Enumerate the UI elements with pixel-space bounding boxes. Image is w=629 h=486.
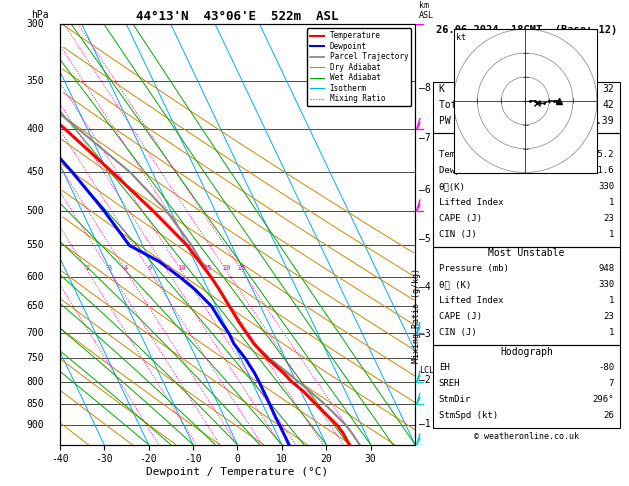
Text: kt: kt [457, 34, 466, 42]
Text: -80: -80 [598, 363, 614, 372]
Text: CIN (J): CIN (J) [439, 328, 476, 337]
Text: 4: 4 [124, 265, 128, 271]
Text: 800: 800 [26, 377, 44, 387]
Text: –2: –2 [419, 375, 430, 385]
Text: 25.2: 25.2 [593, 150, 614, 159]
Text: 42: 42 [603, 100, 614, 109]
Text: 23: 23 [603, 312, 614, 321]
Text: CAPE (J): CAPE (J) [439, 214, 482, 223]
Text: 296°: 296° [593, 395, 614, 404]
Text: StmSpd (kt): StmSpd (kt) [439, 411, 498, 419]
Text: 26.06.2024  18GMT  (Base: 12): 26.06.2024 18GMT (Base: 12) [436, 25, 617, 35]
Text: 850: 850 [26, 399, 44, 409]
Text: 11.6: 11.6 [593, 166, 614, 175]
Bar [433, 133, 620, 247]
Text: 23: 23 [603, 214, 614, 223]
Text: 2: 2 [86, 265, 89, 271]
Text: 948: 948 [598, 264, 614, 273]
Text: 300: 300 [26, 19, 44, 29]
Text: EH: EH [439, 363, 450, 372]
Text: 20: 20 [223, 265, 231, 271]
Text: Totals Totals: Totals Totals [439, 100, 515, 109]
Text: –1: –1 [419, 419, 430, 429]
Text: 500: 500 [26, 206, 44, 216]
Text: 650: 650 [26, 301, 44, 312]
Text: Hodograph: Hodograph [500, 347, 553, 357]
Text: CIN (J): CIN (J) [439, 230, 476, 239]
Text: 25: 25 [238, 265, 246, 271]
Text: StmDir: StmDir [439, 395, 471, 404]
Text: 550: 550 [26, 241, 44, 250]
Text: Lifted Index: Lifted Index [439, 296, 503, 305]
Text: θᴄ (K): θᴄ (K) [439, 280, 471, 289]
Text: km
ASL: km ASL [419, 0, 433, 20]
Text: –5: –5 [419, 234, 430, 244]
Text: 750: 750 [26, 353, 44, 364]
Text: Pressure (mb): Pressure (mb) [439, 264, 509, 273]
Text: 1: 1 [609, 198, 614, 207]
Text: –8: –8 [419, 83, 430, 93]
Text: 6: 6 [148, 265, 152, 271]
Text: K: K [439, 84, 445, 94]
Text: –4: –4 [419, 282, 430, 292]
Text: –7: –7 [419, 133, 430, 143]
Text: 330: 330 [598, 280, 614, 289]
Legend: Temperature, Dewpoint, Parcel Trajectory, Dry Adiabat, Wet Adiabat, Isotherm, Mi: Temperature, Dewpoint, Parcel Trajectory… [307, 28, 411, 106]
Bar [433, 82, 620, 133]
Bar [433, 247, 620, 346]
Text: –6: –6 [419, 185, 430, 194]
Text: 3: 3 [108, 265, 112, 271]
Text: Dewp (°C): Dewp (°C) [439, 166, 487, 175]
Text: Mixing Ratio (g/kg): Mixing Ratio (g/kg) [412, 268, 421, 364]
Text: 400: 400 [26, 124, 44, 134]
Text: Lifted Index: Lifted Index [439, 198, 503, 207]
Text: 450: 450 [26, 167, 44, 177]
Text: θᴄ(K): θᴄ(K) [439, 182, 465, 191]
Text: 2.39: 2.39 [591, 116, 614, 125]
Text: 350: 350 [26, 75, 44, 86]
Text: 900: 900 [26, 420, 44, 430]
Text: 600: 600 [26, 272, 44, 282]
Title: 44°13'N  43°06'E  522m  ASL: 44°13'N 43°06'E 522m ASL [136, 10, 338, 23]
Text: –3: –3 [419, 329, 430, 339]
Text: SREH: SREH [439, 379, 460, 388]
Text: 330: 330 [598, 182, 614, 191]
X-axis label: Dewpoint / Temperature (°C): Dewpoint / Temperature (°C) [147, 467, 328, 477]
Text: 1: 1 [609, 328, 614, 337]
Text: Surface: Surface [506, 134, 547, 144]
Text: hPa: hPa [31, 10, 49, 20]
Text: 7: 7 [609, 379, 614, 388]
Text: Most Unstable: Most Unstable [488, 248, 565, 259]
Text: 700: 700 [26, 329, 44, 338]
Text: PW (cm): PW (cm) [439, 116, 480, 125]
Text: Temp (°C): Temp (°C) [439, 150, 487, 159]
Text: 15: 15 [203, 265, 212, 271]
Text: CAPE (J): CAPE (J) [439, 312, 482, 321]
Text: 32: 32 [603, 84, 614, 94]
Text: 8: 8 [165, 265, 170, 271]
Text: 1: 1 [609, 296, 614, 305]
Text: 26: 26 [603, 411, 614, 419]
Text: 10: 10 [177, 265, 186, 271]
Text: 1: 1 [609, 230, 614, 239]
Text: © weatheronline.co.uk: © weatheronline.co.uk [474, 432, 579, 441]
Bar [433, 346, 620, 428]
Text: LCL: LCL [419, 366, 433, 375]
